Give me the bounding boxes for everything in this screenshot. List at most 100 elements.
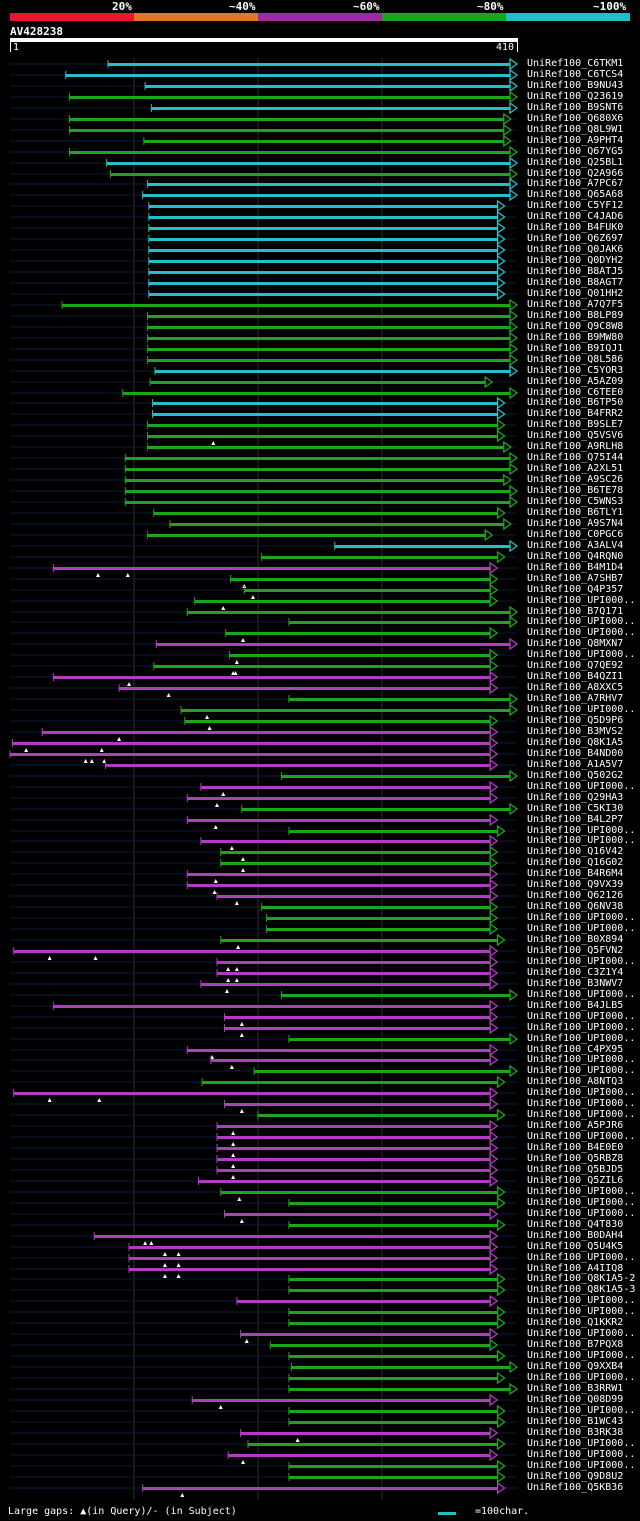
hit-label[interactable]: UniRef100_B8LP89: [527, 310, 624, 321]
hit-label[interactable]: UniRef100_Q8K1A5-2: [527, 1273, 636, 1284]
hit-label[interactable]: UniRef100_Q2A966: [527, 168, 624, 179]
hit-label[interactable]: UniRef100_Q08D99: [527, 1394, 624, 1405]
hit-label[interactable]: UniRef100_Q6NV38: [527, 901, 624, 912]
hit-label[interactable]: UniRef100_UPI000..: [527, 1252, 636, 1263]
hit-label[interactable]: UniRef100_UPI000..: [527, 912, 636, 923]
hit-label[interactable]: UniRef100_B6TE78: [527, 485, 624, 496]
hit-label[interactable]: UniRef100_B9MW80: [527, 332, 624, 343]
hit-label[interactable]: UniRef100_B9NU43: [527, 80, 624, 91]
hit-label[interactable]: UniRef100_UPI000..: [527, 1208, 636, 1219]
hit-label[interactable]: UniRef100_Q29HA3: [527, 792, 624, 803]
hit-label[interactable]: UniRef100_UPI000..: [527, 1098, 636, 1109]
hit-label[interactable]: UniRef100_B0DAH4: [527, 1230, 624, 1241]
hit-label[interactable]: UniRef100_A9RLH8: [527, 441, 624, 452]
hit-label[interactable]: UniRef100_Q5FVN2: [527, 945, 624, 956]
hit-label[interactable]: UniRef100_B4L2P7: [527, 814, 624, 825]
hit-label[interactable]: UniRef100_C3Z1Y4: [527, 967, 624, 978]
hit-label[interactable]: UniRef100_C4JAD6: [527, 211, 624, 222]
hit-label[interactable]: UniRef100_Q8K1A5-3: [527, 1284, 636, 1295]
hit-label[interactable]: UniRef100_Q23619: [527, 91, 624, 102]
hit-label[interactable]: UniRef100_UPI000..: [527, 704, 636, 715]
hit-label[interactable]: UniRef100_B9SLE7: [527, 419, 624, 430]
hit-label[interactable]: UniRef100_Q5RBZ8: [527, 1153, 624, 1164]
hit-label[interactable]: UniRef100_C6TEE0: [527, 387, 624, 398]
hit-label[interactable]: UniRef100_Q680X6: [527, 113, 624, 124]
hit-label[interactable]: UniRef100_C6TCS4: [527, 69, 624, 80]
hit-label[interactable]: UniRef100_A7Q7F5: [527, 299, 624, 310]
hit-label[interactable]: UniRef100_Q01HH2: [527, 288, 624, 299]
hit-label[interactable]: UniRef100_Q8L9W1: [527, 124, 624, 135]
hit-label[interactable]: UniRef100_UPI000..: [527, 1306, 636, 1317]
hit-label[interactable]: UniRef100_Q16V42: [527, 846, 624, 857]
hit-label[interactable]: UniRef100_Q5U4K5: [527, 1241, 624, 1252]
hit-label[interactable]: UniRef100_Q4RQN0: [527, 551, 624, 562]
hit-label[interactable]: UniRef100_UPI000..: [527, 1022, 636, 1033]
hit-label[interactable]: UniRef100_A3ALV4: [527, 540, 624, 551]
hit-label[interactable]: UniRef100_B3MVS2: [527, 726, 624, 737]
hit-label[interactable]: UniRef100_UPI000..: [527, 649, 636, 660]
hit-label[interactable]: UniRef100_Q6Z697: [527, 233, 624, 244]
hit-label[interactable]: UniRef100_UPI000..: [527, 1065, 636, 1076]
hit-label[interactable]: UniRef100_A2XL51: [527, 463, 624, 474]
hit-label[interactable]: UniRef100_B4QZI1: [527, 671, 624, 682]
hit-label[interactable]: UniRef100_UPI000..: [527, 1186, 636, 1197]
hit-label[interactable]: UniRef100_UPI000..: [527, 1460, 636, 1471]
hit-label[interactable]: UniRef100_Q502G2: [527, 770, 624, 781]
hit-label[interactable]: UniRef100_B0X894: [527, 934, 624, 945]
hit-label[interactable]: UniRef100_Q8K1A5: [527, 737, 624, 748]
hit-label[interactable]: UniRef100_A9S7N4: [527, 518, 624, 529]
hit-label[interactable]: UniRef100_A4IIQ8: [527, 1263, 624, 1274]
hit-label[interactable]: UniRef100_B7PQX8: [527, 1339, 624, 1350]
hit-label[interactable]: UniRef100_Q9XXB4: [527, 1361, 624, 1372]
hit-label[interactable]: UniRef100_Q62126: [527, 890, 624, 901]
hit-label[interactable]: UniRef100_Q8MXN7: [527, 638, 624, 649]
hit-label[interactable]: UniRef100_UPI000..: [527, 956, 636, 967]
hit-label[interactable]: UniRef100_UPI000..: [527, 1438, 636, 1449]
hit-label[interactable]: UniRef100_B9IQJ1: [527, 343, 624, 354]
hit-label[interactable]: UniRef100_Q5ZIL6: [527, 1175, 624, 1186]
hit-label[interactable]: UniRef100_B4M1D4: [527, 562, 624, 573]
hit-label[interactable]: UniRef100_UPI000..: [527, 825, 636, 836]
hit-label[interactable]: UniRef100_Q9D8U2: [527, 1471, 624, 1482]
hit-label[interactable]: UniRef100_UPI000..: [527, 627, 636, 638]
hit-label[interactable]: UniRef100_Q5KB36: [527, 1482, 624, 1493]
hit-label[interactable]: UniRef100_B3NWV7: [527, 978, 624, 989]
hit-label[interactable]: UniRef100_UPI000..: [527, 1350, 636, 1361]
hit-label[interactable]: UniRef100_B4R6M4: [527, 868, 624, 879]
hit-label[interactable]: UniRef100_Q75I44: [527, 452, 624, 463]
hit-label[interactable]: UniRef100_UPI000..: [527, 1087, 636, 1098]
hit-label[interactable]: UniRef100_Q65A68: [527, 189, 624, 200]
hit-label[interactable]: UniRef100_A9PHT4: [527, 135, 624, 146]
hit-label[interactable]: UniRef100_A8NTQ3: [527, 1076, 624, 1087]
hit-label[interactable]: UniRef100_C5YOR3: [527, 365, 624, 376]
hit-label[interactable]: UniRef100_B1WC43: [527, 1416, 624, 1427]
hit-label[interactable]: UniRef100_Q9C8W8: [527, 321, 624, 332]
hit-label[interactable]: UniRef100_Q1KKR2: [527, 1317, 624, 1328]
hit-label[interactable]: UniRef100_Q5D9P6: [527, 715, 624, 726]
hit-label[interactable]: UniRef100_A9SC26: [527, 474, 624, 485]
hit-label[interactable]: UniRef100_Q4T830: [527, 1219, 624, 1230]
hit-label[interactable]: UniRef100_UPI000..: [527, 616, 636, 627]
hit-label[interactable]: UniRef100_C5YF12: [527, 200, 624, 211]
hit-label[interactable]: UniRef100_A1A5V7: [527, 759, 624, 770]
hit-label[interactable]: UniRef100_B4ND00: [527, 748, 624, 759]
hit-label[interactable]: UniRef100_C6TKM1: [527, 58, 624, 69]
hit-label[interactable]: UniRef100_B9SNT6: [527, 102, 624, 113]
hit-label[interactable]: UniRef100_A5AZ09: [527, 376, 624, 387]
hit-label[interactable]: UniRef100_UPI000..: [527, 835, 636, 846]
hit-label[interactable]: UniRef100_B4JLB5: [527, 1000, 624, 1011]
hit-label[interactable]: UniRef100_UPI000..: [527, 1033, 636, 1044]
hit-label[interactable]: UniRef100_A7RHV7: [527, 693, 624, 704]
hit-label[interactable]: UniRef100_B4FRR2: [527, 408, 624, 419]
hit-label[interactable]: UniRef100_UPI000..: [527, 1295, 636, 1306]
hit-label[interactable]: UniRef100_UPI000..: [527, 1372, 636, 1383]
hit-label[interactable]: UniRef100_UPI000..: [527, 1197, 636, 1208]
hit-label[interactable]: UniRef100_Q5VSV6: [527, 430, 624, 441]
hit-label[interactable]: UniRef100_B3RK38: [527, 1427, 624, 1438]
hit-label[interactable]: UniRef100_UPI000..: [527, 1131, 636, 1142]
hit-label[interactable]: UniRef100_Q16G02: [527, 857, 624, 868]
hit-label[interactable]: UniRef100_Q25BL1: [527, 157, 624, 168]
hit-label[interactable]: UniRef100_B3RRW1: [527, 1383, 624, 1394]
hit-label[interactable]: UniRef100_Q4P357: [527, 584, 624, 595]
hit-label[interactable]: UniRef100_UPI000..: [527, 1405, 636, 1416]
